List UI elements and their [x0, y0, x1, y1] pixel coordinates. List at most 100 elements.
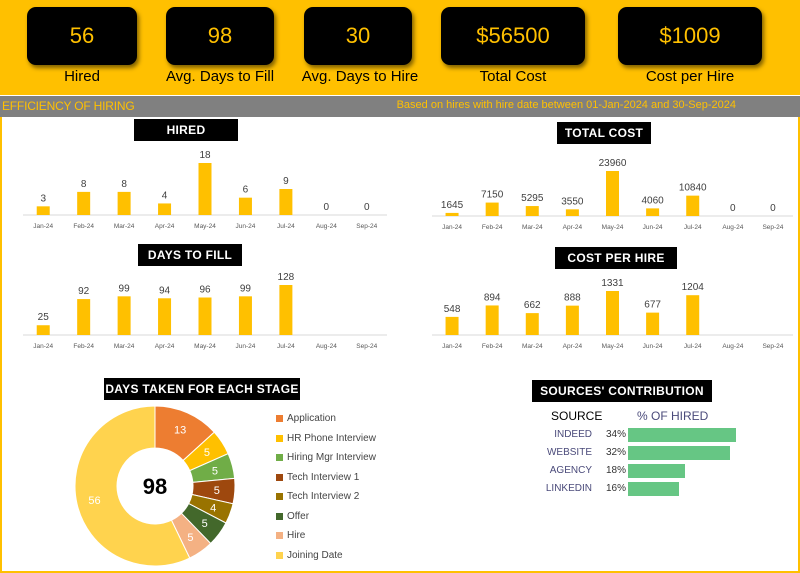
hired-bar — [77, 191, 91, 215]
hired-bar — [279, 189, 293, 215]
total_cost-bar — [686, 195, 700, 216]
kpi-hired-value: 56 — [69, 23, 95, 48]
kpi-cost-per-hire-card: $1009 — [618, 7, 762, 65]
source-pct: 18% — [606, 465, 627, 476]
total_cost-data-label: 4060 — [641, 195, 664, 206]
source-name: WEBSITE — [546, 447, 592, 458]
legend-item: HR Phone Interview — [276, 429, 376, 449]
source-bar — [628, 446, 730, 460]
donut-slice-label: 5 — [212, 465, 218, 477]
total_cost-tick-label: Jan-24 — [442, 224, 462, 231]
cost_per_hire-bar — [485, 305, 499, 335]
donut-center — [118, 449, 192, 523]
source-bar — [628, 482, 679, 496]
total_cost-bar — [485, 202, 499, 216]
days_to_fill-data-label: 96 — [199, 285, 211, 296]
donut-slice-label: 5 — [204, 447, 210, 459]
cost_per_hire-tick-label: Apr-24 — [563, 343, 583, 350]
kpi-days-fill-value: 98 — [207, 23, 233, 48]
hired-data-label: 18 — [199, 150, 211, 161]
legend-label: Tech Interview 2 — [287, 491, 360, 503]
total_cost-tick-label: Jul-24 — [684, 224, 702, 231]
total_cost-tick-label: Aug-24 — [722, 224, 743, 231]
legend-swatch — [276, 473, 283, 481]
hired-bar — [36, 206, 50, 215]
donut-slice — [154, 405, 215, 462]
kpi-total-cost-value: $56500 — [476, 23, 550, 48]
total_cost-bar — [445, 212, 459, 216]
total_cost-data-label: 3550 — [561, 196, 584, 207]
legend-item: Tech Interview 1 — [276, 468, 376, 488]
cost_per_hire-bar — [565, 305, 579, 335]
days_to_fill-data-label: 128 — [278, 272, 295, 283]
days-to-fill-chart-title: DAYS TO FILL — [138, 244, 242, 266]
hired-tick-label: May-24 — [194, 223, 216, 230]
kpi-days-hire-value: 30 — [345, 23, 371, 48]
cost_per_hire-tick-label: Jul-24 — [684, 343, 702, 350]
days_to_fill-tick-label: Aug-24 — [316, 343, 337, 350]
cost_per_hire-tick-label: Feb-24 — [482, 343, 503, 350]
days_to_fill-data-label: 94 — [159, 285, 171, 296]
sources-col-pct: % OF HIRED — [637, 409, 709, 423]
cost_per_hire-tick-label: Jun-24 — [643, 343, 663, 350]
total_cost-tick-label: Feb-24 — [482, 224, 503, 231]
kpi-strip: 56 Hired 98 Avg. Days to Fill 30 Avg. Da… — [0, 0, 800, 95]
legend-label: Hire — [287, 530, 306, 542]
legend-item: Hiring Mgr Interview — [276, 448, 376, 468]
total_cost-bar — [646, 208, 660, 216]
total_cost-tick-label: Mar-24 — [522, 224, 543, 231]
days_to_fill-bar — [158, 298, 172, 335]
total_cost-tick-label: Jun-24 — [643, 224, 663, 231]
hired-data-label: 0 — [324, 202, 330, 213]
kpi-hired-card: 56 — [27, 7, 137, 65]
donut-slice — [189, 452, 236, 483]
hired-tick-label: Feb-24 — [73, 223, 94, 230]
frame-right — [798, 117, 800, 573]
kpi-days-hire-label: Avg. Days to Hire — [301, 68, 419, 85]
source-name: LINKEDIN — [545, 483, 592, 494]
cost-per-hire-chart-title: COST PER HIRE — [555, 247, 677, 269]
days_to_fill-bar — [279, 285, 293, 335]
cost_per_hire-data-label: 894 — [484, 292, 501, 303]
days_to_fill-tick-label: Jun-24 — [236, 343, 256, 350]
donut-slice-label: 4 — [210, 502, 216, 514]
legend-label: HR Phone Interview — [287, 432, 376, 444]
cost_per_hire-data-label: 677 — [644, 300, 661, 311]
source-pct: 34% — [606, 429, 627, 440]
hired-data-label: 0 — [364, 202, 370, 213]
date-range-note: Based on hires with hire date between 01… — [396, 99, 736, 111]
source-name: AGENCY — [549, 465, 592, 476]
donut-slice-label: 5 — [214, 485, 220, 497]
total_cost-data-label: 0 — [770, 203, 776, 214]
donut-center-label: 98 — [143, 474, 167, 499]
legend-swatch — [276, 532, 283, 540]
days_to_fill-tick-label: Feb-24 — [73, 343, 94, 350]
total_cost-bar — [525, 206, 539, 216]
legend-swatch — [276, 415, 283, 423]
hired-tick-label: Aug-24 — [316, 223, 337, 230]
total-cost-chart-title: TOTAL COST — [557, 122, 651, 144]
donut-slice — [182, 431, 229, 472]
legend-swatch — [276, 434, 283, 442]
hired-data-label: 6 — [243, 185, 249, 196]
total_cost-data-label: 1645 — [441, 200, 464, 211]
hired-tick-label: Jun-24 — [236, 223, 256, 230]
hired-chart-title: HIRED — [134, 119, 238, 141]
kpi-cost-per-hire-label: Cost per Hire — [645, 68, 735, 85]
hired-bar — [158, 203, 172, 215]
hired-data-label: 4 — [162, 190, 168, 201]
legend-item: Hire — [276, 526, 376, 546]
cost_per_hire-data-label: 888 — [564, 293, 581, 304]
stages-chart-title: DAYS TAKEN FOR EACH STAGE — [104, 378, 300, 400]
source-pct: 16% — [606, 483, 627, 494]
total_cost-tick-label: Apr-24 — [563, 224, 583, 231]
days_to_fill-bar — [77, 299, 91, 335]
days_to_fill-tick-label: Jul-24 — [277, 343, 295, 350]
legend-label: Tech Interview 1 — [287, 471, 360, 483]
source-bar — [628, 428, 736, 442]
days_to_fill-data-label: 99 — [119, 283, 131, 294]
cost_per_hire-data-label: 1331 — [601, 278, 624, 289]
legend-swatch — [276, 493, 283, 501]
total_cost-tick-label: Sep-24 — [762, 224, 783, 231]
hired-data-label: 9 — [283, 176, 289, 187]
